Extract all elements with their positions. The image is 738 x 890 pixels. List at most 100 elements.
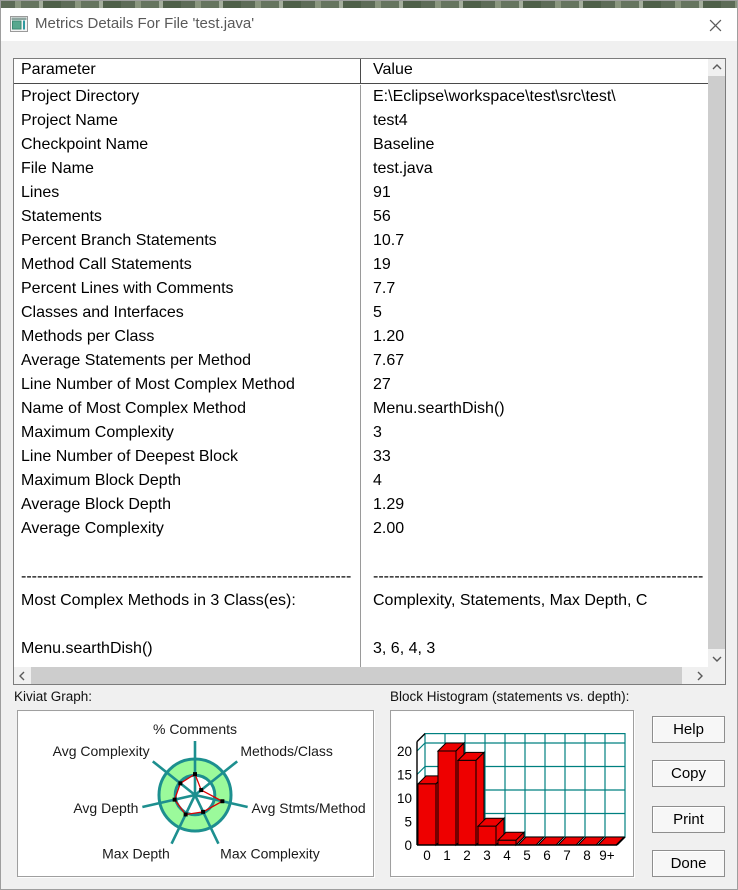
chevron-up-icon <box>712 63 721 69</box>
column-header-value[interactable]: Value <box>373 61 413 78</box>
horizontal-scrollbar[interactable] <box>14 667 708 684</box>
table-row: Project Directory E:\Eclipse\workspace\te… <box>14 85 708 109</box>
parameter-cell: Average Statements per Method <box>21 352 252 369</box>
column-divider <box>360 85 361 667</box>
value-cell: Baseline <box>373 136 435 153</box>
value-cell: 19 <box>373 256 391 273</box>
svg-text:Avg Stmts/Method: Avg Stmts/Method <box>252 800 366 816</box>
parameter-cell <box>21 613 359 637</box>
parameter-cell: Percent Branch Statements <box>21 232 217 249</box>
chevron-right-icon <box>697 671 703 680</box>
scroll-up-button[interactable] <box>708 59 725 76</box>
copy-button[interactable]: Copy <box>652 760 725 787</box>
table-row: Maximum Block Depth 4 <box>14 469 708 493</box>
svg-text:7: 7 <box>563 848 571 863</box>
table-row: Maximum Complexity 3 <box>14 421 708 445</box>
svg-text:0: 0 <box>404 838 412 853</box>
scroll-right-button[interactable] <box>691 667 708 684</box>
column-header-parameter[interactable]: Parameter <box>21 61 96 78</box>
scroll-down-button[interactable] <box>708 650 725 667</box>
table-row: Average Statements per Method 7.67 <box>14 349 708 373</box>
svg-text:0: 0 <box>423 848 431 863</box>
svg-text:5: 5 <box>404 815 412 830</box>
done-button[interactable]: Done <box>652 850 725 877</box>
table-row: Line Number of Deepest Block 33 <box>14 445 708 469</box>
value-cell: 10.7 <box>373 232 405 249</box>
table-row <box>14 541 708 565</box>
value-cell: 56 <box>373 208 391 225</box>
kiviat-graph-label: Kiviat Graph: <box>14 689 93 704</box>
table-row: Line Number of Most Complex Method 27 <box>14 373 708 397</box>
value-cell: test.java <box>373 160 433 177</box>
svg-text:6: 6 <box>543 848 551 863</box>
parameter-cell: Maximum Block Depth <box>21 472 182 489</box>
svg-text:1: 1 <box>443 848 451 863</box>
chevron-left-icon <box>18 671 24 680</box>
svg-text:4: 4 <box>503 848 511 863</box>
table-row: Lines 91 <box>14 181 708 205</box>
value-cell: test4 <box>373 112 408 129</box>
kiviat-graph-panel: % Comments Methods/Class Avg Stmts/Method M… <box>17 710 374 877</box>
svg-text:% Comments: % Comments <box>153 721 237 737</box>
svg-text:Avg Depth: Avg Depth <box>73 800 138 816</box>
metrics-app-icon <box>10 16 28 32</box>
table-row: Average Complexity 2.00 <box>14 517 708 541</box>
table-row: ----------------------------------------… <box>14 565 708 589</box>
value-cell: 33 <box>373 448 391 465</box>
title-bar[interactable]: Metrics Details For File 'test.java' <box>1 8 737 41</box>
table-row <box>14 613 708 637</box>
close-button[interactable] <box>701 15 729 35</box>
svg-text:20: 20 <box>397 744 412 759</box>
metrics-table-body: Project Directory E:\Eclipse\workspace\te… <box>14 85 708 667</box>
value-cell: 27 <box>373 376 391 393</box>
parameter-cell: Line Number of Deepest Block <box>21 448 238 465</box>
metrics-table: Parameter Value Project Directory E:\Ecli… <box>13 58 726 685</box>
svg-text:Max Complexity: Max Complexity <box>220 845 320 861</box>
parameter-cell: Percent Lines with Comments <box>21 280 234 297</box>
chevron-down-icon <box>712 656 721 662</box>
print-button[interactable]: Print <box>652 806 725 833</box>
value-cell: E:\Eclipse\workspace\test\src\test\ <box>373 88 616 105</box>
parameter-cell: Line Number of Most Complex Method <box>21 376 295 393</box>
table-row: Percent Lines with Comments 7.7 <box>14 277 708 301</box>
value-cell: 1.20 <box>373 328 405 345</box>
help-button[interactable]: Help <box>652 716 725 743</box>
svg-text:15: 15 <box>397 768 412 783</box>
table-row: Name of Most Complex Method Menu.searthDi… <box>14 397 708 421</box>
svg-text:2: 2 <box>463 848 471 863</box>
value-cell: 2.00 <box>373 520 405 537</box>
parameter-cell <box>21 541 359 565</box>
scroll-left-button[interactable] <box>14 667 31 684</box>
parameter-cell: Statements <box>21 208 102 225</box>
vertical-scroll-thumb[interactable] <box>708 76 725 649</box>
table-row: File Name test.java <box>14 157 708 181</box>
parameter-cell: Checkpoint Name <box>21 136 149 153</box>
parameter-cell: Menu.searthDish() <box>21 640 153 657</box>
value-cell: 3 <box>373 424 382 441</box>
horizontal-scroll-thumb[interactable] <box>31 667 682 684</box>
table-row: Menu.searthDish() 3, 6, 4, 3 <box>14 637 708 661</box>
value-cell <box>373 613 706 637</box>
parameter-cell: Average Complexity <box>21 520 164 537</box>
parameter-cell: Lines <box>21 184 60 201</box>
svg-text:5: 5 <box>523 848 531 863</box>
value-cell: 91 <box>373 184 391 201</box>
value-cell: 7.67 <box>373 352 405 369</box>
table-row: Checkpoint Name Baseline <box>14 133 708 157</box>
parameter-cell: Project Name <box>21 112 118 129</box>
parameter-cell: Name of Most Complex Method <box>21 400 246 417</box>
parameter-cell: ----------------------------------------… <box>21 568 352 585</box>
svg-text:9+: 9+ <box>599 848 615 863</box>
parameter-cell: Project Directory <box>21 88 140 105</box>
table-row: Methods per Class 1.20 <box>14 325 708 349</box>
table-row: Percent Branch Statements 10.7 <box>14 229 708 253</box>
parameter-cell: Most Complex Methods in 3 Class(es): <box>21 592 296 609</box>
vertical-scrollbar[interactable] <box>708 59 725 667</box>
table-row: Classes and Interfaces 5 <box>14 301 708 325</box>
close-icon <box>709 19 721 31</box>
value-cell: 4 <box>373 472 382 489</box>
svg-text:8: 8 <box>583 848 591 863</box>
